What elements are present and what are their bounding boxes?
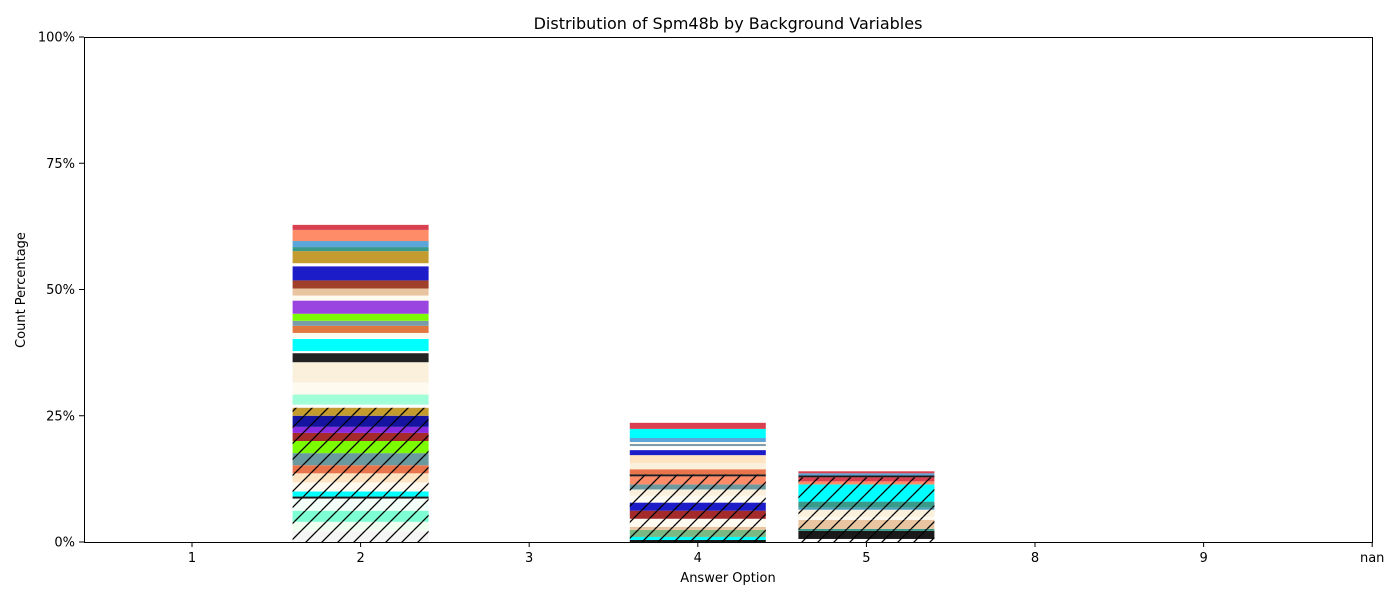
x-axis-label: Answer Option [680,571,775,586]
bar-segment-hatch [292,473,429,483]
bar-segment-hatch [292,415,429,427]
bar-stack-2 [292,224,429,542]
bar-segment-hatch [292,510,429,522]
x-tick-label: 1 [188,551,196,566]
x-tick-label: 9 [1199,551,1207,566]
bar-segment-hatch [798,516,935,520]
bar-segment [292,229,429,242]
bar-segment-hatch [798,484,935,502]
bar-segment-hatch [629,536,766,540]
bar-segment-hatch [798,501,935,508]
bar-segment-hatch [798,519,935,529]
bar-segment-hatch [629,495,766,503]
bar-segment [292,325,429,333]
bar-segment-hatch [798,509,935,517]
bar-segment-hatch [798,481,935,485]
bar-segment-hatch [798,477,935,482]
x-ticks: 1 2 3 4 5 8 9 nan [188,542,1384,566]
x-tick-label: 5 [862,551,870,566]
bar-segment [292,351,429,354]
bar-segment [629,444,766,447]
bar-segment [292,320,429,326]
bar-segment [292,332,429,339]
bar-segment [798,475,935,478]
bar-segment [629,422,766,429]
bar-segment [629,437,766,443]
x-tick-label: 4 [694,551,702,566]
axes-layer [84,37,1373,543]
bar-segment [292,263,429,267]
bar-segment-hatch [292,426,429,433]
bar-segment [292,300,429,314]
bar-segment-hatch [629,489,766,496]
bar-segment-hatch [629,529,766,537]
bar-segment [629,463,766,470]
bar-segment-hatch [292,407,429,416]
y-tick-label: 75% [46,157,75,172]
bar-segment [292,266,429,281]
bar-segment [292,394,429,405]
bar-segment-hatch [292,496,429,499]
chart-title: Distribution of Spm48b by Background Var… [534,14,923,33]
bar-segment [798,471,935,474]
bar-segment [798,473,935,476]
bar-segment-hatch [629,539,766,542]
bar-segment-hatch [629,518,766,527]
bar-segment [629,469,766,475]
y-tick-label: 100% [38,31,75,46]
bar-segment-hatch [292,465,429,474]
bar-segment-hatch [292,521,429,531]
bar-segment-hatch [292,491,429,497]
bar-segment-hatch [798,530,935,539]
bar-segment-hatch [629,484,766,490]
bar-segment [629,442,766,445]
x-tick-label: 3 [525,551,533,566]
bars-layer [292,224,935,542]
bar-segment [629,450,766,456]
y-tick-label: 50% [46,283,75,298]
y-axis-label: Count Percentage [14,232,29,348]
bar-segment-hatch [292,441,429,454]
plot-frame [84,37,1373,543]
x-tick-label: 2 [356,551,364,566]
bar-segment [292,251,429,264]
bar-segment-hatch [292,432,429,441]
bar-segment [629,428,766,438]
bar-segment [629,446,766,451]
bar-segment [292,338,429,352]
bar-segment [292,313,429,321]
bar-segment-hatch [798,507,935,510]
y-tick-label: 0% [54,536,75,551]
bar-segment [629,455,766,464]
y-tick-label: 25% [46,409,75,424]
bar-segment-hatch [629,474,766,477]
x-tick-label: 8 [1031,551,1039,566]
bar-segment [292,288,429,296]
bar-segment-hatch [292,498,429,511]
bar-segment [292,382,429,395]
bar-stack-4 [629,422,766,542]
bar-segment-hatch [798,538,935,542]
bar-segment [292,241,429,248]
bar-segment-hatch [292,453,429,466]
bar-segment-hatch [629,526,766,530]
bar-segment [292,404,429,408]
x-tick-label: nan [1360,551,1384,566]
bar-segment [292,247,429,252]
bar-segment-hatch [798,528,935,531]
bar-stack-5 [798,471,935,542]
y-ticks: 0% 25% 50% 75% 100% [38,31,84,551]
bar-segment-hatch [292,482,429,492]
bar-segment [292,224,429,230]
bar-segment-hatch [292,530,429,542]
bar-segment [292,362,429,383]
bar-segment [292,295,429,301]
bar-segment [292,353,429,363]
bar-segment-hatch [629,510,766,519]
bar-segment [292,280,429,289]
bar-segment-hatch [629,502,766,511]
bar-segment-hatch [629,476,766,485]
